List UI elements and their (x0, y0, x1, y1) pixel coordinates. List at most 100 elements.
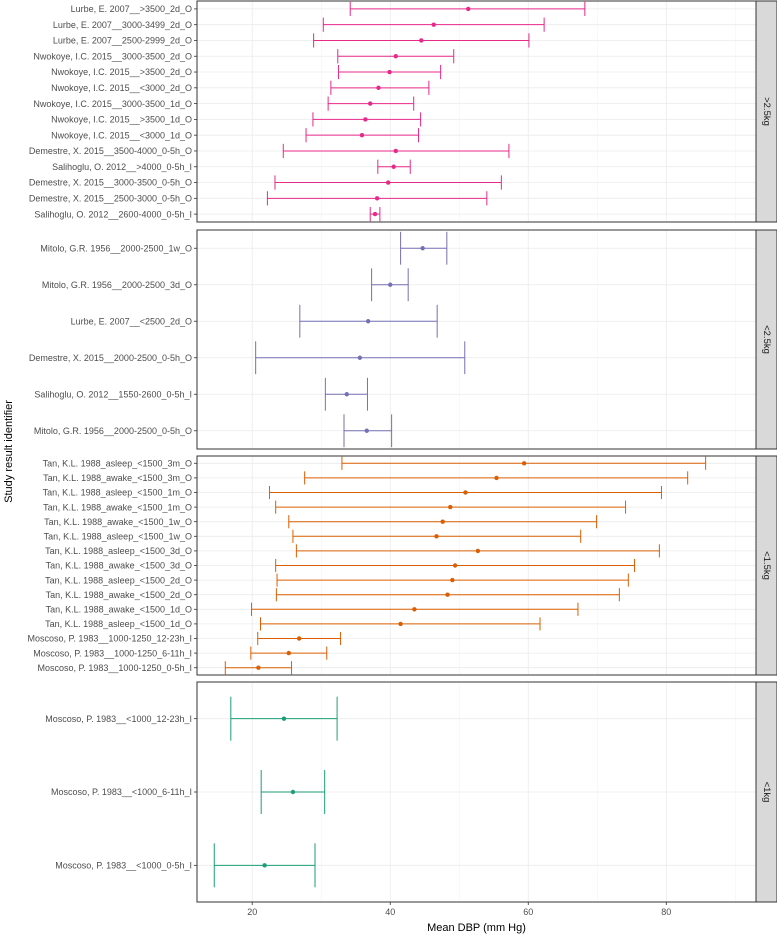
forest-row: Nwokoye, I.C. 2015__>3500_2d_O (51, 64, 442, 80)
x-tick-label: 60 (523, 907, 533, 917)
mean-point (452, 563, 458, 568)
x-tick-label: 20 (247, 907, 257, 917)
forest-row: Moscoso, P. 1983__1000-1250_0-5h_I (38, 661, 293, 675)
forest-row: Tan, K.L. 1988_awake_<1500_3d_O (46, 558, 636, 573)
forest-row: Tan, K.L. 1988_awake_<1500_1w_O (44, 515, 598, 529)
forest-row: Tan, K.L. 1988_asleep_<1500_2d_O (45, 573, 629, 587)
forest-row: Salihoglu, O. 2012__2600-4000_0-5h_I (34, 207, 381, 222)
facet-strip (755, 681, 777, 903)
x-axis-title: Mean DBP (mm Hg) (427, 922, 526, 934)
x-tick-label: 40 (385, 907, 395, 917)
panel-background (197, 1, 756, 222)
mean-point (344, 392, 349, 397)
forest-row: Tan, K.L. 1988_awake_<1500_1d_O (46, 602, 579, 616)
facet-strip-label: <1.5kg (761, 551, 772, 580)
mean-point (466, 6, 471, 12)
mean-point (374, 196, 380, 201)
mean-point (363, 117, 368, 122)
y-tick-label: Tan, K.L. 1988_asleep_<1500_3d_O (45, 546, 192, 556)
facet-panel: Moscoso, P. 1983__<1000_12-23h_I Moscoso,… (45, 681, 777, 903)
mean-point (440, 519, 445, 524)
forest-row: Lurbe, E. 2007__2500-2999_2d_O (53, 33, 530, 48)
forest-row: Moscoso, P. 1983__1000-1250_12-23h_I (28, 631, 342, 646)
forest-row: Lurbe, E. 2007__3000-3499_2d_O (53, 17, 545, 32)
y-tick-label: Moscoso, P. 1983__<1000_12-23h_I (45, 714, 192, 724)
x-axis: 20 40 60 80 (247, 902, 671, 917)
mean-point (450, 577, 455, 583)
y-tick-label: Demestre, X. 2015__2000-2500_0-5h_O (29, 353, 192, 363)
facet-panels: Lurbe, E. 2007__>3500_2d_O Lurbe, E. 2007… (28, 0, 777, 903)
forest-row: Demestre, X. 2015__2500-3000_0-5h_O (29, 191, 488, 206)
forest-row: Lurbe, E. 2007__>3500_2d_O (71, 1, 586, 16)
mean-point (420, 246, 425, 251)
y-tick-label: Nwokoye, I.C. 2015__<3000_2d_O (51, 83, 192, 93)
x-tick-label: 80 (661, 907, 671, 917)
forest-row: Tan, K.L. 1988_asleep_<1500_1w_O (44, 529, 582, 543)
mean-point (475, 548, 481, 554)
mean-point (393, 148, 398, 154)
y-tick-label: Demestre, X. 2015__3500-4000_0-5h_O (29, 146, 192, 156)
y-tick-label: Tan, K.L. 1988_awake_<1500_2d_O (46, 590, 192, 600)
facet-panel: Mitolo, G.R. 1956__2000-2500_1w_O Mitolo,… (29, 229, 777, 450)
forest-row: Tan, K.L. 1988_awake_<1500_3m_O (43, 471, 689, 485)
y-tick-label: Lurbe, E. 2007__<2500_2d_O (71, 316, 192, 326)
y-tick-label: Salihoglu, O. 2012__>4000_0-5h_I (52, 162, 192, 172)
mean-point (434, 534, 439, 539)
mean-point (463, 490, 468, 495)
y-tick-label: Tan, K.L. 1988_asleep_<1500_1w_O (44, 532, 192, 542)
facet-strip-label: <2.5kg (761, 325, 772, 354)
facet-strip-label: >2.5kg (761, 97, 772, 126)
panel-background (197, 230, 756, 449)
y-tick-label: Tan, K.L. 1988_awake_<1500_1d_O (46, 605, 192, 615)
mean-point (368, 101, 373, 106)
facet-strip-label: <1kg (761, 782, 772, 803)
y-tick-label: Demestre, X. 2015__2500-3000_0-5h_O (29, 194, 192, 204)
y-tick-label: Moscoso, P. 1983__<1000_0-5h_I (55, 861, 192, 871)
y-tick-label: Salihoglu, O. 2012__2600-4000_0-5h_I (34, 209, 192, 219)
y-tick-label: Tan, K.L. 1988_asleep_<1500_3m_O (43, 459, 192, 469)
forest-row: Moscoso, P. 1983__<1000_6-11h_I (51, 770, 326, 814)
y-tick-label: Lurbe, E. 2007__3000-3499_2d_O (53, 20, 192, 30)
mean-point (445, 592, 450, 597)
mean-point (398, 621, 403, 627)
mean-point (391, 164, 396, 169)
y-tick-label: Mitolo, G.R. 1956__2000-2500_1w_O (40, 243, 192, 253)
mean-point (365, 319, 371, 324)
y-tick-label: Moscoso, P. 1983__1000-1250_6-11h_I (33, 648, 192, 658)
y-tick-label: Tan, K.L. 1988_asleep_<1500_2d_O (45, 575, 192, 585)
forest-row: Nwokoye, I.C. 2015__<3000_2d_O (51, 80, 430, 95)
mean-point (296, 636, 302, 641)
forest-row: Tan, K.L. 1988_asleep_<1500_1d_O (45, 617, 541, 631)
forest-row: Mitolo, G.R. 1956__2000-2500_1w_O (40, 231, 448, 265)
y-tick-label: Tan, K.L. 1988_awake_<1500_1m_O (43, 502, 192, 512)
forest-row: Nwokoye, I.C. 2015__<3000_1d_O (51, 128, 420, 143)
y-tick-label: Nwokoye, I.C. 2015__3000-3500_2d_O (33, 51, 192, 61)
mean-point (385, 180, 391, 185)
y-axis-title: Study result identifier (3, 400, 15, 503)
mean-point (494, 475, 499, 481)
facet-strip (755, 455, 777, 676)
forest-row: Moscoso, P. 1983__<1000_0-5h_I (55, 843, 316, 888)
forest-row: Demestre, X. 2015__3000-3500_0-5h_O (29, 175, 502, 190)
y-tick-label: Nwokoye, I.C. 2015__3000-3500_1d_O (33, 99, 192, 109)
y-tick-label: Tan, K.L. 1988_asleep_<1500_1m_O (43, 488, 192, 498)
forest-row: Salihoglu, O. 2012__1550-2600_0-5h_I (34, 377, 368, 411)
forest-row: Tan, K.L. 1988_asleep_<1500_3d_O (45, 544, 660, 558)
y-tick-label: Mitolo, G.R. 1956__2000-2500_0-5h_O (34, 426, 192, 436)
y-tick-label: Salihoglu, O. 2012__1550-2600_0-5h_I (34, 389, 192, 399)
y-tick-label: Nwokoye, I.C. 2015__>3500_1d_O (51, 115, 192, 125)
forest-row: Tan, K.L. 1988_asleep_<1500_3m_O (43, 456, 707, 470)
y-tick-label: Demestre, X. 2015__3000-3500_0-5h_O (29, 178, 192, 188)
mean-point (364, 428, 369, 433)
forest-row: Demestre, X. 2015__2000-2500_0-5h_O (29, 341, 466, 375)
mean-point (376, 85, 381, 91)
facet-strip (755, 229, 777, 450)
mean-point (281, 716, 287, 721)
y-tick-label: Nwokoye, I.C. 2015__<3000_1d_O (51, 130, 192, 140)
mean-point (262, 863, 267, 868)
mean-point (372, 211, 378, 217)
forest-row: Lurbe, E. 2007__<2500_2d_O (71, 304, 438, 338)
forest-row: Moscoso, P. 1983__<1000_12-23h_I (45, 696, 338, 741)
y-tick-label: Moscoso, P. 1983__1000-1250_12-23h_I (28, 634, 192, 644)
